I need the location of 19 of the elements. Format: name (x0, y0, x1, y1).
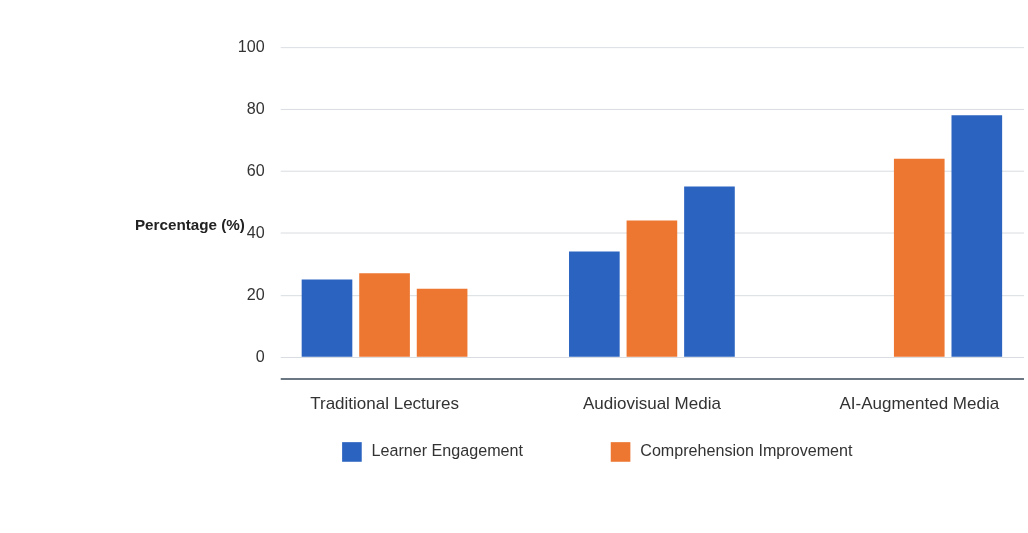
legend-label: Comprehension Improvement (640, 441, 853, 460)
bar (569, 251, 620, 357)
bar (951, 115, 1003, 357)
bar (359, 273, 410, 357)
y-tick-label: 80 (246, 99, 265, 118)
bar (301, 279, 353, 357)
bar (684, 186, 735, 357)
y-tick-label: 0 (255, 346, 265, 365)
legend-label: Learner Engagement (371, 441, 524, 460)
bar (893, 158, 945, 357)
bar (626, 220, 678, 357)
x-tick-label: Traditional Lectures (310, 393, 459, 413)
y-tick-label: 60 (246, 160, 265, 179)
y-tick-label: 100 (237, 37, 265, 56)
y-tick-label: 20 (246, 284, 265, 303)
y-axis-title: Percentage (%) (134, 215, 245, 233)
x-tick-label: Audiovisual Media (582, 393, 722, 413)
y-tick-label: 40 (246, 222, 265, 241)
x-tick-label: AI-Augmented Media (839, 393, 1000, 413)
